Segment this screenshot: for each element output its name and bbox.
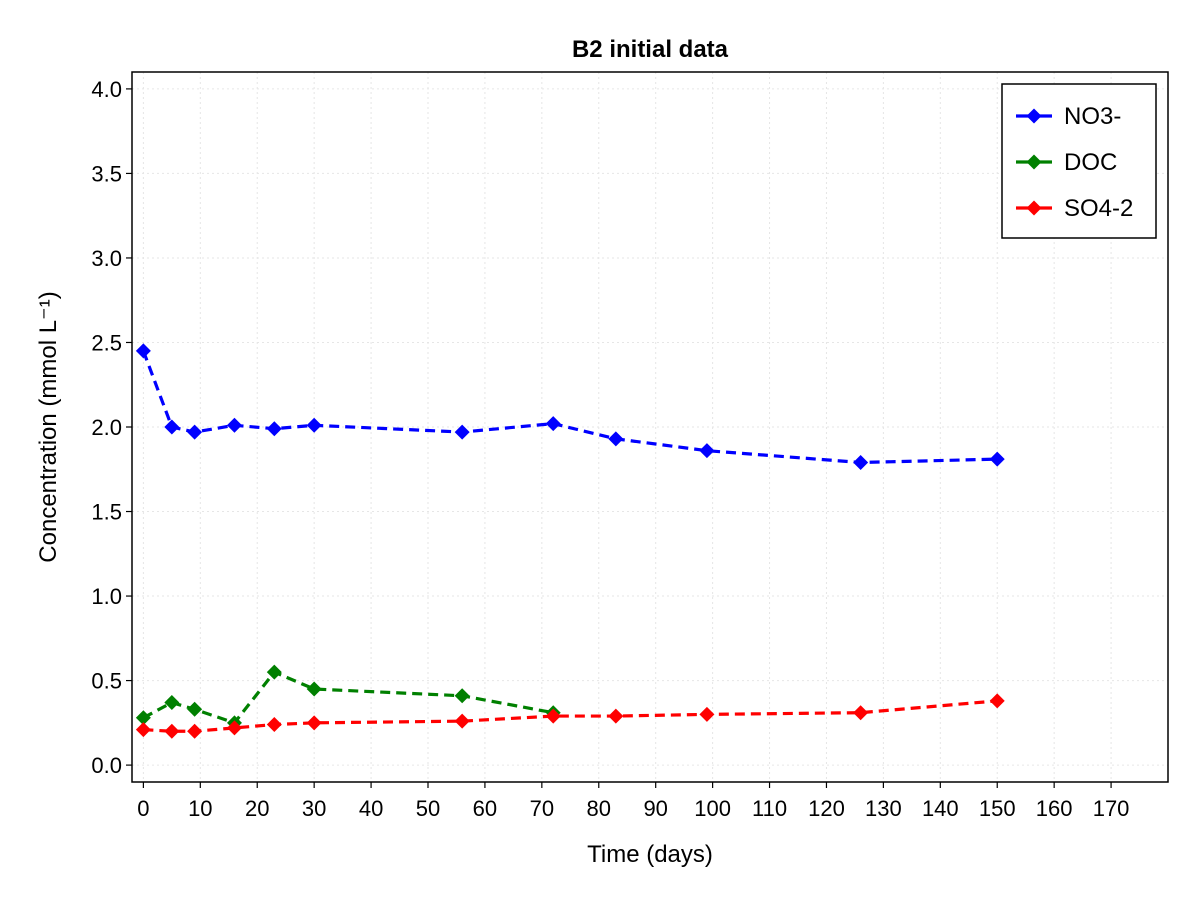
data-point-no3 bbox=[226, 417, 242, 433]
data-point-so4-2 bbox=[226, 720, 242, 736]
data-point-no3 bbox=[266, 421, 282, 437]
y-tick-label: 2.5 bbox=[91, 330, 122, 355]
legend-marker bbox=[1026, 200, 1042, 216]
data-point-so4-2 bbox=[135, 722, 151, 738]
x-tick-label: 150 bbox=[979, 796, 1016, 821]
x-tick-label: 170 bbox=[1093, 796, 1130, 821]
data-point-doc bbox=[454, 688, 470, 704]
legend-marker bbox=[1026, 108, 1042, 124]
data-point-no3 bbox=[164, 419, 180, 435]
x-tick-label: 130 bbox=[865, 796, 902, 821]
x-tick-label: 30 bbox=[302, 796, 326, 821]
data-point-no3 bbox=[306, 417, 322, 433]
data-point-no3 bbox=[187, 424, 203, 440]
data-point-no3 bbox=[989, 451, 1005, 467]
x-tick-label: 120 bbox=[808, 796, 845, 821]
x-axis: 0 10 20 30 40 50 60 70 80 90 100 110 120 130 140 150 160… bbox=[137, 782, 1129, 821]
data-point-so4-2 bbox=[266, 717, 282, 733]
y-axis: 0.0 0.5 1.0 1.5 2.0 2.5 3.0 3.5 4.0 bbox=[91, 77, 132, 778]
legend-label: SO4-2 bbox=[1064, 195, 1133, 222]
y-tick-label: 0.0 bbox=[91, 753, 122, 778]
data-point-doc bbox=[187, 701, 203, 717]
x-axis-title: Time (days) bbox=[587, 841, 713, 868]
data-point-so4-2 bbox=[164, 723, 180, 739]
chart-title: B2 initial data bbox=[572, 36, 729, 63]
x-tick-label: 0 bbox=[137, 796, 149, 821]
series-so4-2 bbox=[135, 693, 1005, 739]
data-point-doc bbox=[135, 710, 151, 726]
y-tick-label: 2.0 bbox=[91, 415, 122, 440]
data-point-no3 bbox=[545, 416, 561, 432]
data-point-so4-2 bbox=[187, 723, 203, 739]
data-point-so4-2 bbox=[545, 708, 561, 724]
x-tick-label: 110 bbox=[752, 796, 787, 821]
y-tick-label: 3.0 bbox=[91, 246, 122, 271]
x-tick-label: 80 bbox=[587, 796, 611, 821]
data-point-so4-2 bbox=[454, 713, 470, 729]
legend-marker bbox=[1026, 154, 1042, 170]
x-tick-label: 10 bbox=[188, 796, 212, 821]
legend: NO3- DOC SO4-2 bbox=[1001, 83, 1157, 239]
data-point-no3 bbox=[135, 343, 151, 359]
data-point-so4-2 bbox=[853, 705, 869, 721]
y-tick-label: 4.0 bbox=[91, 77, 122, 102]
y-tick-label: 1.5 bbox=[91, 500, 122, 525]
data-point-no3 bbox=[608, 431, 624, 447]
x-tick-label: 160 bbox=[1036, 796, 1073, 821]
legend-item-so4-2: SO4-2 bbox=[1016, 195, 1133, 222]
legend-label: DOC bbox=[1064, 149, 1117, 176]
series-no3 bbox=[135, 343, 1005, 470]
x-tick-label: 20 bbox=[245, 796, 269, 821]
x-tick-label: 140 bbox=[922, 796, 959, 821]
y-tick-label: 3.5 bbox=[91, 161, 122, 186]
y-tick-label: 0.5 bbox=[91, 669, 122, 694]
data-point-doc bbox=[164, 695, 180, 711]
x-tick-label: 40 bbox=[359, 796, 383, 821]
data-point-so4-2 bbox=[608, 708, 624, 724]
x-tick-label: 60 bbox=[473, 796, 497, 821]
legend-item-doc: DOC bbox=[1016, 149, 1117, 176]
data-point-doc bbox=[306, 681, 322, 697]
x-tick-label: 70 bbox=[530, 796, 554, 821]
x-tick-label: 50 bbox=[416, 796, 440, 821]
y-tick-label: 1.0 bbox=[91, 584, 122, 609]
data-point-so4-2 bbox=[699, 706, 715, 722]
legend-item-no3: NO3- bbox=[1016, 103, 1121, 130]
data-point-so4-2 bbox=[989, 693, 1005, 709]
data-point-no3 bbox=[454, 424, 470, 440]
series-layer bbox=[135, 343, 1005, 739]
data-point-so4-2 bbox=[306, 715, 322, 731]
x-tick-label: 100 bbox=[694, 796, 731, 821]
series-line-so4-2 bbox=[143, 699, 998, 733]
data-point-doc bbox=[266, 664, 282, 680]
y-axis-title: Concentration (mmol L⁻¹) bbox=[35, 291, 62, 562]
data-point-no3 bbox=[699, 443, 715, 459]
data-point-no3 bbox=[853, 455, 869, 470]
legend-label: NO3- bbox=[1064, 103, 1121, 130]
x-tick-label: 90 bbox=[643, 796, 667, 821]
